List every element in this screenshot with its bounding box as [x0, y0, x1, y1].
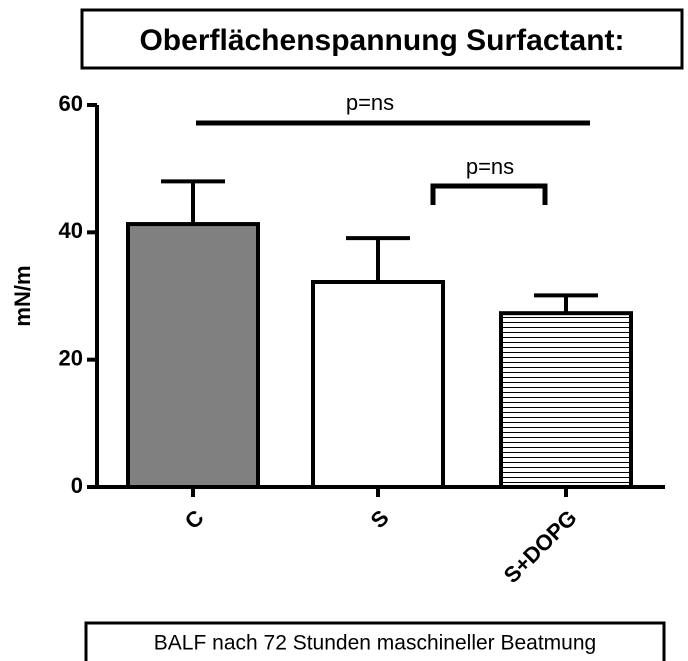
y-tick-label: 40 — [59, 218, 83, 243]
x-tick-label: C — [180, 505, 209, 534]
y-tick-label: 20 — [59, 345, 83, 370]
bar — [126, 222, 260, 489]
annotation: p=ns — [346, 90, 394, 115]
x-tick-label: S — [366, 505, 394, 533]
bar — [311, 279, 445, 490]
y-tick-label: 60 — [59, 91, 83, 116]
x-axis-label: BALF nach 72 Stunden maschineller Beatmu… — [154, 632, 596, 655]
y-axis-label: mN/m — [10, 265, 35, 326]
significance-bracket — [430, 183, 548, 205]
annotation: p=ns — [466, 154, 514, 179]
y-tick-label: 0 — [71, 473, 83, 498]
xlabel-box — [84, 621, 666, 661]
chart-title: Oberflächenspannung Surfactant: — [139, 24, 624, 57]
bar — [499, 311, 633, 489]
x-tick-label: S+DOPG — [499, 505, 582, 588]
title-box — [80, 8, 684, 70]
